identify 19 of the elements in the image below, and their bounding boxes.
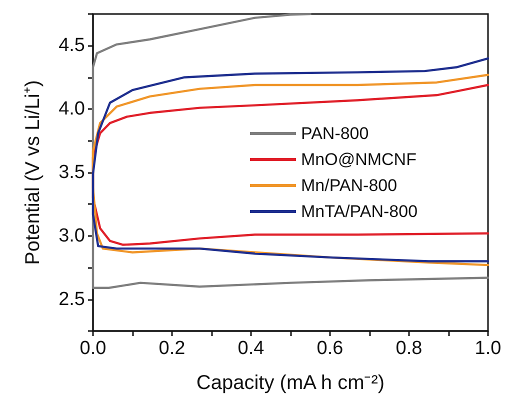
y-axis-title: Potential (V vs Li/Li⁺)	[22, 80, 44, 265]
legend-label: Mn/PAN-800	[301, 176, 398, 195]
legend-label: MnO@NMCNF	[301, 150, 416, 169]
x-axis-title: Capacity (mA h cm⁻²)	[196, 372, 385, 394]
x-tick-label: 1.0	[474, 338, 502, 359]
x-tick-label: 0.8	[396, 338, 422, 359]
line-series	[92, 12, 490, 289]
legend-label: MnTA/PAN-800	[301, 202, 418, 221]
x-tick-label: 0.6	[316, 338, 344, 359]
x-tick-label: 0.0	[80, 338, 106, 359]
x-tick-label: 0.4	[238, 338, 265, 359]
y-tick-label: 2.5	[58, 288, 85, 310]
y-tick-label: 3.0	[58, 225, 85, 246]
legend-label: PAN-800	[301, 124, 369, 143]
line-series	[92, 84, 490, 246]
y-tick-label: 4.5	[58, 35, 85, 56]
y-tick-label: 3.5	[58, 162, 85, 183]
y-tick-label: 4.0	[58, 98, 85, 120]
x-tick-label: 0.2	[158, 338, 186, 359]
